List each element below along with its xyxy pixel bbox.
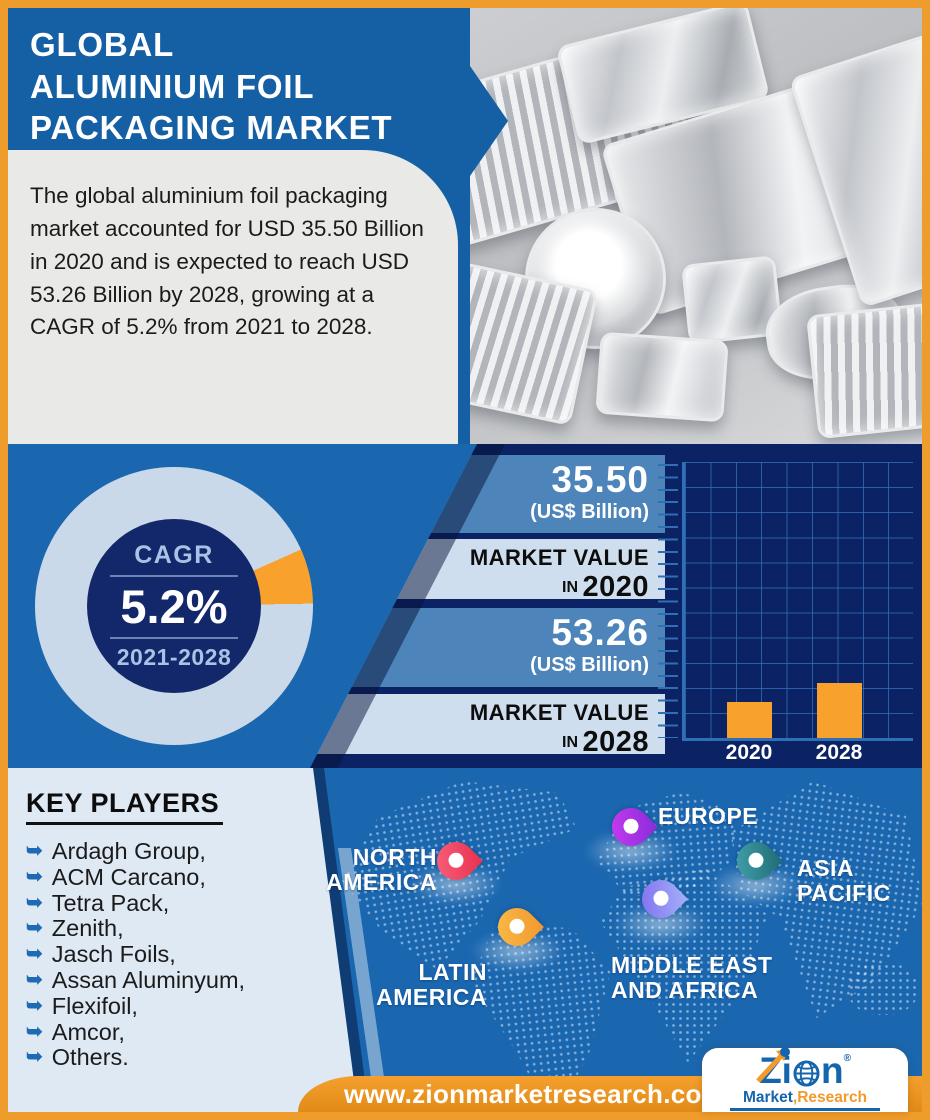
cagr-label: CAGR	[134, 541, 214, 570]
header-panel: GLOBAL ALUMINIUM FOIL PACKAGING MARKET T…	[8, 8, 470, 444]
bar-2020	[727, 702, 772, 738]
cagr-value: 5.2%	[120, 580, 228, 634]
page-title: GLOBAL ALUMINIUM FOIL PACKAGING MARKET	[8, 8, 470, 149]
caption-text: MARKET VALUE	[469, 545, 649, 570]
list-item: ➥ Others.	[26, 1044, 358, 1071]
key-player: Tetra Pack,	[51, 889, 170, 916]
cagr-donut-center: CAGR 5.2% 2021-2028	[87, 519, 261, 693]
intro-text: The global aluminium foil packaging mark…	[30, 183, 424, 340]
stats-section: 35.50 (US$ Billion) MARKET VALUE IN 2020…	[8, 444, 922, 768]
bar-chart-grid	[682, 462, 913, 741]
website-url[interactable]: www.zionmarketresearch.com	[344, 1079, 726, 1109]
cagr-period: 2021-2028	[116, 643, 232, 670]
logo-brand-prefix: Zi	[759, 1049, 792, 1091]
key-player: Jasch Foils,	[51, 941, 176, 968]
label-line: MIDDLE EAST	[611, 952, 773, 978]
divider	[110, 575, 238, 578]
foil-tray	[806, 296, 922, 440]
logo-brand-suffix: n	[820, 1049, 844, 1091]
bar-chart-y-axis-ticks	[658, 464, 678, 738]
key-player: ACM Carcano,	[51, 863, 206, 890]
label-line: ASIA	[797, 855, 854, 881]
label-line: AMERICA	[376, 984, 487, 1011]
label-line: NORTH	[352, 844, 437, 870]
logo-comma: ,	[792, 1089, 798, 1106]
market-value-2028: 53.26	[551, 612, 649, 653]
arrow-bullet-icon: ➥	[26, 943, 43, 966]
list-item: ➥ Zenith,	[26, 915, 358, 942]
list-item: ➥ Flexifoil,	[26, 992, 358, 1020]
label-line: EUROPE	[658, 803, 759, 829]
title-line-3: PACKAGING MARKET	[30, 109, 393, 147]
label-line: AND AFRICA	[611, 977, 759, 1004]
caption-text: MARKET VALUE	[469, 700, 649, 725]
region-label-north-america: NORTH AMERICA	[326, 844, 437, 896]
logo-subtitle: Market , Research	[730, 1089, 880, 1111]
arrow-bullet-icon: ➥	[26, 968, 43, 991]
title-line-1: GLOBAL	[30, 26, 175, 63]
label-line: PACIFIC	[797, 880, 891, 907]
arrow-bullet-icon: ➥	[26, 840, 43, 862]
arrow-bullet-icon: ➥	[26, 1046, 43, 1069]
list-item: ➥ Tetra Pack,	[26, 889, 358, 917]
caption-in: IN	[562, 734, 579, 751]
market-value-2028-unit: (US$ Billion)	[530, 653, 649, 676]
globe-icon	[793, 1059, 820, 1087]
arrow-bullet-icon: ➥	[26, 1020, 43, 1043]
list-item: ➥ Jasch Foils,	[26, 941, 358, 968]
list-item: ➥ ACM Carcano,	[26, 863, 358, 891]
region-label-latin-america: LATIN AMERICA	[376, 959, 487, 1011]
label-line: LATIN	[418, 959, 487, 985]
key-players-list: ➥ Ardagh Group, ➥ ACM Carcano, ➥ Tetra Pack…	[26, 838, 358, 1071]
arrow-bullet-icon: ➥	[26, 865, 43, 888]
list-item: ➥ Assan Aluminyum,	[26, 966, 358, 994]
caption-year-2020: 2020	[582, 571, 649, 603]
key-player: Zenith,	[51, 915, 124, 942]
key-players-panel: KEY PLAYERS ➥ Ardagh Group, ➥ ACM Carcano,…	[8, 768, 358, 1112]
key-player: Others.	[51, 1044, 129, 1071]
title-line-2: ALUMINIUM FOIL	[30, 67, 315, 105]
key-players-title: KEY PLAYERS	[26, 788, 224, 825]
key-player: Assan Aluminyum,	[51, 966, 246, 993]
key-player: Amcor,	[51, 1018, 125, 1045]
logo-research-word: Research	[797, 1089, 868, 1106]
key-player: Flexifoil,	[51, 992, 138, 1019]
bar-label-2028: 2028	[815, 741, 863, 764]
foil-trays-photo	[470, 8, 922, 444]
arrow-bullet-icon: ➥	[26, 891, 43, 914]
zion-logo: Zi n ®	[702, 1047, 908, 1091]
registered-mark: ®	[843, 1053, 851, 1064]
list-item: ➥ Ardagh Group,	[26, 838, 358, 865]
cagr-donut-chart: CAGR 5.2% 2021-2028	[35, 467, 313, 745]
region-label-asia-pacific: ASIA PACIFIC	[797, 855, 891, 907]
bar-label-2020: 2020	[725, 741, 773, 764]
zion-logo-plaque: Zi n ® Market , Research	[702, 1047, 908, 1112]
region-label-middle-east-africa: MIDDLE EAST AND AFRICA	[611, 952, 773, 1004]
label-line: AMERICA	[326, 869, 437, 896]
foil-tray	[595, 331, 729, 423]
divider	[110, 636, 238, 639]
intro-box: The global aluminium foil packaging mark…	[8, 150, 458, 444]
logo-market-word: Market	[742, 1089, 793, 1106]
market-value-2020: 35.50	[551, 459, 649, 500]
bar-2028	[817, 683, 862, 738]
list-item: ➥ Amcor,	[26, 1018, 358, 1046]
region-label-europe: EUROPE	[658, 803, 759, 829]
arrow-bullet-icon: ➥	[26, 994, 43, 1017]
market-value-2020-unit: (US$ Billion)	[530, 500, 649, 523]
caption-in: IN	[562, 579, 579, 596]
arrow-bullet-icon: ➥	[26, 917, 43, 940]
caption-year-2028: 2028	[582, 726, 649, 758]
key-player: Ardagh Group,	[51, 838, 206, 864]
regions-map-section: KEY PLAYERS ➥ Ardagh Group, ➥ ACM Carcano,…	[8, 768, 922, 1112]
continent-australia-dots	[848, 963, 918, 1015]
